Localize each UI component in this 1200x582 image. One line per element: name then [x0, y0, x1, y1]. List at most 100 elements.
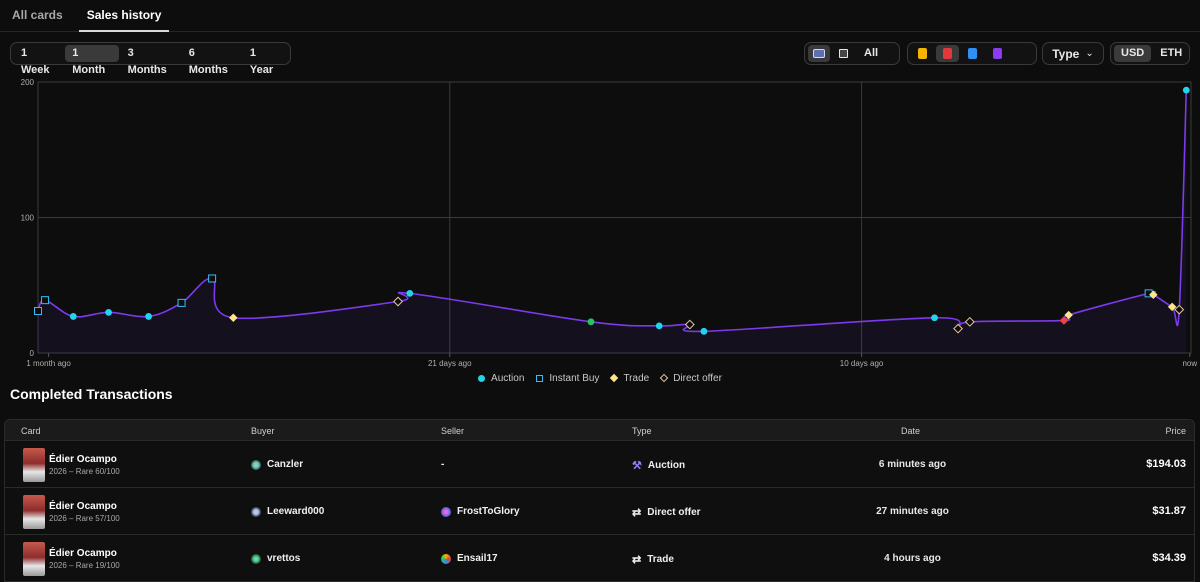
- header-seller: Seller: [441, 426, 465, 436]
- card-name[interactable]: Édier Ocampo: [49, 454, 117, 465]
- buyer-cell[interactable]: Leeward000: [251, 506, 324, 517]
- card-grid-icon: [813, 48, 825, 58]
- direct-offer-point: [953, 323, 963, 334]
- limited-card-icon: [918, 47, 927, 59]
- buyer-name: Canzler: [267, 459, 304, 470]
- header-price: Price: [1165, 426, 1186, 436]
- type-label: Auction: [647, 460, 686, 471]
- buyer-avatar: [251, 553, 261, 564]
- date-cell: 27 minutes ago: [876, 506, 949, 517]
- rarity-limited-button[interactable]: [911, 45, 934, 62]
- filter-bar: 1 Week 1 Month 3 Months 6 Months 1 Year …: [0, 42, 1200, 76]
- tab-sales-history[interactable]: Sales history: [78, 0, 170, 32]
- rare-card-icon: [943, 47, 952, 59]
- direct-offer-point: [684, 319, 695, 330]
- auction-point: [700, 327, 708, 335]
- table-row[interactable]: Édier Ocampo 2026 – Rare 57/100 Leeward0…: [5, 487, 1194, 534]
- swap-icon: ⇄: [632, 554, 642, 566]
- buyer-avatar: [251, 459, 261, 470]
- seller-name: FrostToGlory: [457, 506, 520, 517]
- type-cell: ⇄ Trade: [632, 553, 674, 566]
- chevron-down-icon: ⌄: [1085, 48, 1094, 59]
- seller-name: Ensail17: [457, 553, 498, 564]
- time-6-months[interactable]: 6 Months: [188, 47, 228, 76]
- seller-cell[interactable]: Ensail17: [441, 553, 498, 564]
- instant-buy-point: [177, 298, 186, 307]
- trade-point: [1064, 310, 1073, 320]
- legend-item-trade[interactable]: Trade: [610, 370, 649, 386]
- legend-item-direct-offer[interactable]: Direct offer: [659, 370, 722, 386]
- direct-offer-point: [1174, 304, 1185, 315]
- seller-name: -: [441, 459, 445, 470]
- price-cell: $34.39: [1152, 552, 1186, 564]
- type-label: Direct offer: [647, 507, 701, 518]
- view-toggle: All: [804, 42, 900, 65]
- currency-usd[interactable]: USD: [1114, 45, 1152, 62]
- single-card-view-button[interactable]: [832, 45, 855, 62]
- instant-buy-marker-icon: [536, 374, 544, 382]
- completed-transactions-title: Completed Transactions: [10, 386, 173, 402]
- card-edition: 2026 – Rare 19/100: [49, 561, 120, 570]
- legend-item-auction[interactable]: Auction: [478, 370, 524, 386]
- card-thumbnail[interactable]: [23, 448, 45, 482]
- buyer-cell[interactable]: vrettos: [251, 553, 300, 564]
- x-tick-label: 1 month ago: [26, 359, 71, 368]
- price-cell: $194.03: [1146, 458, 1186, 470]
- card-name[interactable]: Édier Ocampo: [49, 501, 117, 512]
- x-tick-label: now: [1182, 359, 1197, 368]
- type-dropdown[interactable]: Type ⌄: [1042, 42, 1104, 65]
- rarity-super-rare-button[interactable]: [961, 45, 984, 62]
- instant-buy-point: [34, 306, 42, 315]
- date-cell: 4 hours ago: [884, 553, 941, 564]
- card-edition: 2026 – Rare 60/100: [49, 467, 120, 476]
- time-3-months[interactable]: 3 Months: [127, 47, 167, 76]
- unique-card-icon: [993, 47, 1002, 59]
- chart-legend: Auction Instant Buy Trade Direct offer: [0, 370, 1200, 386]
- header-date: Date: [901, 426, 921, 436]
- rarity-unique-button[interactable]: [986, 45, 1009, 62]
- trade-marker-icon: [610, 373, 619, 383]
- price-cell: $31.87: [1152, 505, 1186, 517]
- direct-offer-marker-icon: [659, 373, 669, 383]
- y-tick-label: 0: [30, 349, 35, 358]
- table-header: Card Buyer Seller Type Date Price: [5, 420, 1194, 440]
- type-cell: ⇄ Direct offer: [632, 506, 701, 519]
- type-label: Trade: [647, 554, 674, 565]
- auction-point: [145, 313, 152, 320]
- card-icon: [839, 48, 848, 58]
- transactions-table: Card Buyer Seller Type Date Price Édier …: [4, 419, 1195, 582]
- sales-chart: 0 100 200 1 month ago 21 days ago 10 days ago…: [0, 72, 1200, 372]
- card-thumbnail[interactable]: [23, 542, 45, 576]
- table-row[interactable]: Édier Ocampo 2026 – Rare 60/100 Canzler …: [5, 440, 1194, 487]
- auction-point: [587, 318, 595, 326]
- header-type: Type: [632, 426, 652, 436]
- y-tick-label: 100: [21, 214, 35, 223]
- series-area: [38, 90, 1187, 353]
- card-name[interactable]: Édier Ocampo: [49, 548, 117, 559]
- legend-label-auction: Auction: [491, 372, 525, 384]
- auction-point: [1182, 86, 1190, 94]
- time-1-week[interactable]: 1 Week: [21, 47, 50, 76]
- type-dropdown-label: Type: [1052, 46, 1080, 61]
- table-row[interactable]: Édier Ocampo 2026 – Rare 19/100 vrettos …: [5, 534, 1194, 581]
- legend-item-instant-buy[interactable]: Instant Buy: [536, 370, 599, 386]
- seller-cell: -: [441, 459, 444, 470]
- page-tabs: All cards Sales history: [0, 0, 1200, 32]
- direct-offer-point: [393, 296, 403, 307]
- all-view-button[interactable]: All: [864, 47, 879, 59]
- legend-label-instant-buy: Instant Buy: [549, 372, 600, 384]
- header-buyer: Buyer: [251, 426, 275, 436]
- currency-eth[interactable]: ETH: [1160, 47, 1183, 59]
- tab-all-cards[interactable]: All cards: [12, 8, 63, 22]
- seller-cell[interactable]: FrostToGlory: [441, 506, 520, 517]
- trade-point: [1167, 302, 1177, 312]
- grid-view-button[interactable]: [808, 45, 830, 62]
- time-1-year[interactable]: 1 Year: [249, 47, 274, 76]
- buyer-name: Leeward000: [267, 506, 325, 517]
- buyer-cell[interactable]: Canzler: [251, 459, 303, 470]
- rarity-rare-button[interactable]: [936, 45, 959, 62]
- time-1-month[interactable]: 1 Month: [65, 45, 119, 76]
- card-thumbnail[interactable]: [23, 495, 45, 529]
- currency-toggle: USD ETH: [1110, 42, 1190, 65]
- gavel-icon: ⚒: [632, 460, 642, 472]
